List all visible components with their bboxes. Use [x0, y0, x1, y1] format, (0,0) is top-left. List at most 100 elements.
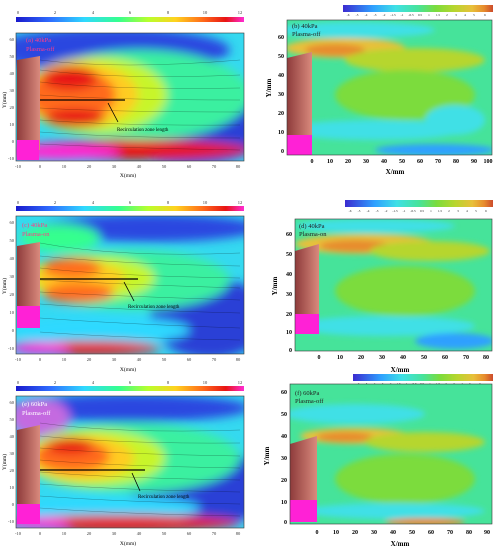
panel-state: Plasma-on: [299, 231, 327, 238]
plot-frame: [15, 215, 245, 355]
y-axis-label: Y(mm): [1, 92, 8, 108]
panel-state: Plasma-off: [22, 410, 51, 417]
cbar-tick: 6: [484, 13, 486, 17]
x-tick: 40: [137, 531, 142, 536]
y-tick: 30: [278, 92, 284, 98]
y-axis-label: Y/mm: [265, 79, 273, 98]
y-tick: 60: [10, 220, 15, 225]
panel-d-figure: -6 -5 -4 -3 -2 -1.5 -1 -0.5 0.5 1 1.5 2 …: [271, 200, 493, 374]
cbar-tick: 0.5: [420, 209, 424, 213]
colorbar: [16, 206, 244, 211]
x-tick: 20: [352, 530, 358, 536]
x-tick: 60: [442, 355, 448, 361]
cbar-tick: 2: [446, 13, 448, 17]
cbar-tick: 12: [238, 200, 243, 205]
x-tick: 40: [400, 355, 406, 361]
panel-label: (b) 40kPa: [292, 23, 318, 30]
x-tick: 80: [466, 530, 472, 536]
x-tick: 20: [358, 355, 364, 361]
cbar-tick: 10: [203, 380, 208, 385]
x-tick: 60: [187, 531, 192, 536]
x-ticks: 0 10 20 30 40 50 60 70 80 90 100: [311, 159, 493, 165]
cbar-tick: 4: [92, 10, 95, 15]
y-tick: 10: [10, 485, 15, 490]
electrode: [17, 504, 40, 524]
flameholder-plate: [290, 436, 317, 502]
cbar-tick: -0.5: [408, 13, 414, 17]
x-tick: 50: [409, 530, 415, 536]
electrode: [295, 314, 319, 334]
panel-label: (c) 40kPa: [22, 222, 47, 229]
x-tick: 70: [212, 357, 217, 362]
y-tick: 0: [12, 328, 15, 333]
x-tick: 70: [212, 164, 217, 169]
panel-state: Plasma-on: [22, 231, 50, 238]
x-tick: 50: [162, 357, 167, 362]
y-axis-label: Y(mm): [1, 454, 8, 470]
cbar-tick: 8: [167, 380, 170, 385]
x-tick: 70: [447, 530, 453, 536]
cbar-tick: 3: [457, 209, 459, 213]
fluctuation-contour: [287, 20, 492, 155]
velocity-contour: [16, 396, 244, 528]
x-tick: 80: [236, 531, 241, 536]
y-axis-label: Y/mm: [271, 277, 279, 296]
cbar-tick: -1: [403, 209, 406, 213]
y-tick: 50: [281, 412, 287, 418]
y-tick: 50: [278, 54, 284, 60]
x-tick: 0: [311, 159, 314, 165]
y-ticks: 60 50 40 30 20 10 0: [281, 390, 287, 526]
panel-label: (f) 60kPa: [295, 390, 319, 397]
y-tick: 50: [10, 238, 15, 243]
x-tick: 40: [137, 164, 142, 169]
x-axis-label: X(mm): [120, 172, 136, 179]
annotation-leader: [131, 472, 141, 492]
y-axis-label: Y(mm): [1, 278, 8, 294]
y-ticks: 60 50 40 30 20 10 0 -10: [8, 400, 15, 524]
cbar-tick: 4: [464, 13, 466, 17]
electrode: [17, 306, 40, 328]
y-tick: 0: [281, 149, 284, 155]
y-tick: -10: [8, 156, 15, 161]
x-tick: 80: [236, 357, 241, 362]
y-tick: 20: [281, 478, 287, 484]
cbar-tick: 10: [203, 200, 208, 205]
x-tick: 70: [212, 531, 217, 536]
panel-a: 0 2 4 6 8 10 12 (a) 40kPa: [0, 0, 250, 180]
y-tick: 60: [278, 35, 284, 41]
cbar-tick: 5: [473, 13, 475, 17]
y-tick: 40: [10, 434, 15, 439]
x-tick: 40: [137, 357, 142, 362]
x-tick: 80: [236, 164, 241, 169]
y-tick: 0: [284, 520, 287, 526]
annotation-text: Recirculation zone length: [117, 128, 169, 133]
x-tick: -10: [15, 357, 22, 362]
x-tick: 90: [471, 159, 477, 165]
y-tick: 30: [281, 456, 287, 462]
colorbar: [16, 17, 244, 22]
panel-b: -6 -5 -4 -3 -2 -1.5 -1 -0.5 0.5 1 1.5 2 …: [255, 0, 499, 180]
x-tick: 10: [333, 530, 339, 536]
x-tick: 50: [162, 164, 167, 169]
colorbar: [353, 374, 493, 381]
cbar-tick: 0: [17, 10, 20, 15]
cbar-tick: 6: [485, 209, 487, 213]
y-tick: 0: [289, 348, 292, 354]
cbar-tick: 2: [448, 209, 450, 213]
x-tick: 0: [39, 164, 42, 169]
y-tick: 20: [10, 292, 15, 297]
x-tick: 0: [318, 355, 321, 361]
panel-e-figure: 0 2 4 6 8 10 12 (e): [1, 380, 245, 547]
cbar-tick: -4: [365, 13, 368, 17]
y-tick: 0: [12, 502, 15, 507]
x-tick: 40: [381, 159, 387, 165]
x-tick: 60: [417, 159, 423, 165]
y-tick: 60: [10, 400, 15, 405]
y-tick: 20: [10, 105, 15, 110]
x-tick: 10: [62, 357, 67, 362]
cbar-tick: 10: [203, 10, 208, 15]
panel-e: 0 2 4 6 8 10 12 (e): [0, 378, 250, 550]
colorbar-ticks: 0 2 4 6 8 10 12: [17, 380, 242, 385]
fluctuation-contour: [290, 384, 492, 524]
y-tick: -10: [8, 519, 15, 524]
